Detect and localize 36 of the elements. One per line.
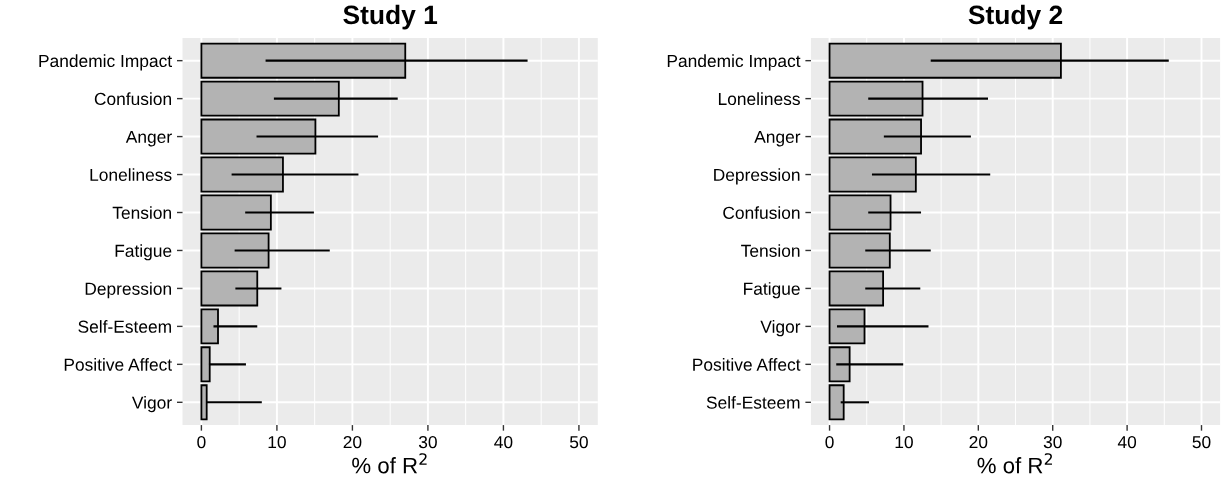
x-tick-label: 30 [1043,435,1062,449]
y-tick-label: Fatigue [744,282,800,299]
y-tick-label: Loneliness [718,92,800,106]
x-tick-label: 10 [895,435,913,449]
y-tick-label: Self-Esteem [78,320,171,333]
y-tick-label: Tension [112,206,171,219]
y-tick-label: Confusion [723,206,800,219]
x-tick-label: 10 [268,435,286,449]
x-tick-label: 0 [197,435,206,449]
y-tick-label: Self-Esteem [706,396,800,409]
y-tick-label: Loneliness [90,168,172,182]
y-tick-label: Tension [741,244,800,257]
x-tick-label: 20 [343,435,362,449]
x-axis-title: % of R$^{2}$ [352,453,427,474]
chart-title: Study 2 [968,4,1063,30]
y-tick-label: Positive Affect [693,358,801,371]
y-tick-label: Vigor [131,396,172,413]
x-tick-label: 30 [418,435,437,449]
y-tick-label: Depression [714,168,800,185]
y-tick-label: Anger [125,130,172,147]
x-tick-label: 50 [569,435,588,449]
y-tick-label: Fatigue [115,244,172,261]
chart-title: Study 1 [343,4,438,30]
x-axis-title: % of R$^{2}$ [977,453,1052,474]
x-tick-label: 40 [1117,435,1137,449]
y-tick-label: Positive Affect [64,358,172,371]
y-tick-label: Vigor [760,320,801,337]
y-tick-label: Confusion [94,92,171,106]
y-tick-label: Pandemic Impact [667,54,801,71]
y-tick-label: Anger [754,130,801,147]
x-tick-label: 50 [1192,435,1211,449]
x-tick-label: 0 [825,435,834,449]
y-tick-label: Depression [85,282,171,299]
x-tick-label: 20 [969,435,988,449]
x-tick-label: 40 [494,435,513,449]
y-tick-label: Pandemic Impact [39,54,172,71]
